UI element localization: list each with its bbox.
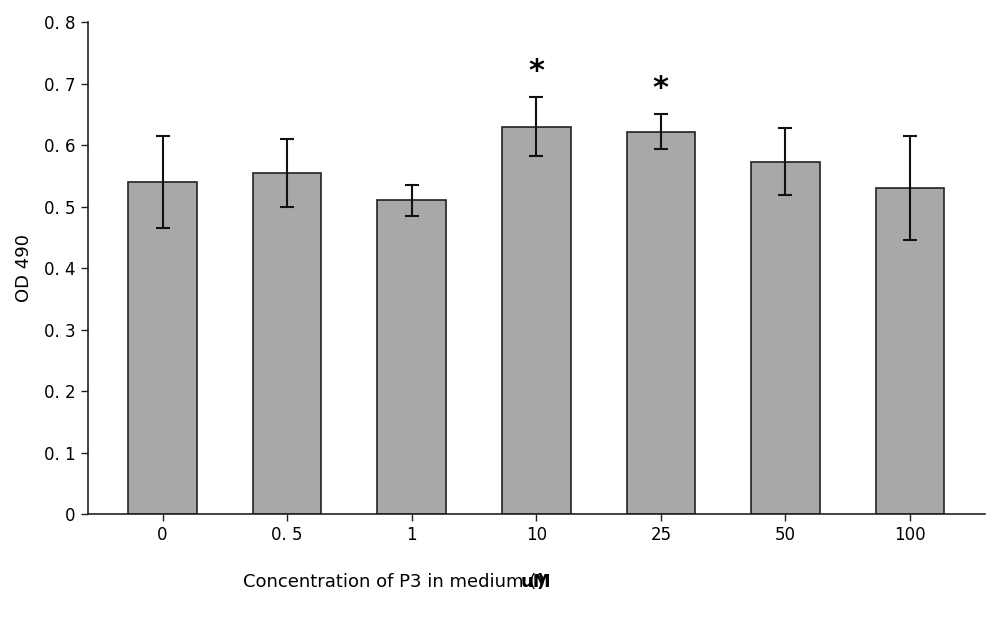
Text: ): ) <box>536 573 545 591</box>
Text: uM: uM <box>521 573 552 591</box>
Bar <box>128 182 197 514</box>
Bar <box>876 188 944 514</box>
Bar <box>502 126 571 514</box>
Bar <box>377 200 446 514</box>
Y-axis label: OD 490: OD 490 <box>15 234 33 302</box>
Bar <box>253 173 321 514</box>
Text: *: * <box>653 74 669 103</box>
Bar <box>627 131 695 514</box>
Text: *: * <box>528 57 544 86</box>
Bar <box>751 161 820 514</box>
Text: Concentration of P3 in medium (: Concentration of P3 in medium ( <box>243 573 536 591</box>
